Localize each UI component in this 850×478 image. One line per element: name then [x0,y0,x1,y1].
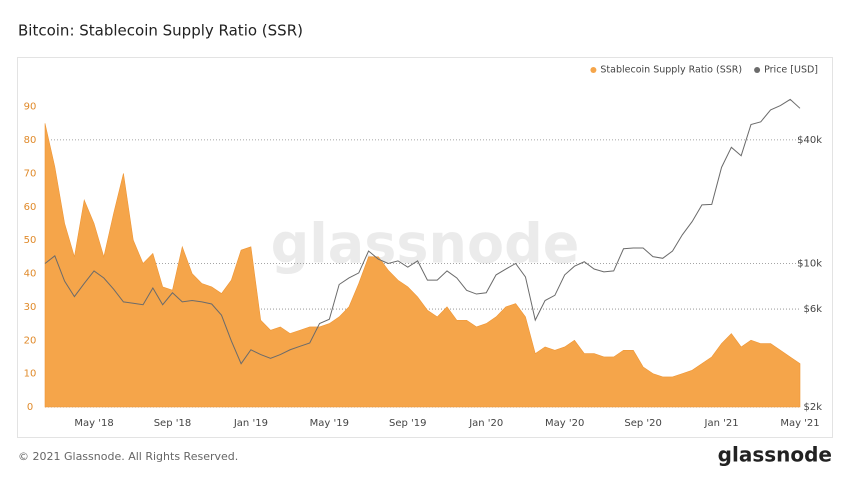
legend-swatch [590,67,597,73]
legend-swatch [754,67,761,73]
x-tick-label: May '21 [780,418,819,429]
y-tick-label: 10 [24,369,37,380]
logo: glassnode [718,443,832,467]
y2-tick-label: $10k [797,259,822,270]
x-tick-label: May '18 [74,418,113,429]
legend-label: Price [USD] [764,65,818,76]
footer: © 2021 Glassnode. All Rights Reserved. [18,450,238,463]
y2-tick-label: $6k [803,304,822,315]
y-tick-label: 60 [24,202,37,213]
y-tick-label: 20 [24,335,37,346]
x-tick-label: Sep '18 [154,418,192,429]
x-tick-label: Sep '19 [389,418,427,429]
x-tick-label: Sep '20 [624,418,662,429]
legend-label: Stablecoin Supply Ratio (SSR) [600,65,742,76]
x-tick-label: Jan '21 [704,418,739,429]
y-tick-label: 40 [24,269,37,280]
chart-title: Bitcoin: Stablecoin Supply Ratio (SSR) [18,22,303,40]
watermark: glassnode [271,213,580,276]
chart-frame [17,57,833,438]
ssr-area [44,123,801,408]
x-tick-label: May '19 [310,418,349,429]
y-tick-label: 30 [24,302,37,313]
y-tick-label: 90 [24,102,37,113]
x-tick-label: May '20 [545,418,584,429]
y2-tick-label: $40k [797,135,822,146]
y-tick-label: 0 [27,402,33,413]
x-tick-label: Jan '19 [233,418,268,429]
y-tick-label: 80 [24,135,37,146]
y2-tick-label: $2k [803,402,822,413]
price-line [44,98,801,365]
y-tick-label: 50 [24,235,37,246]
y-tick-label: 70 [24,168,37,179]
x-tick-label: Jan '20 [468,418,503,429]
